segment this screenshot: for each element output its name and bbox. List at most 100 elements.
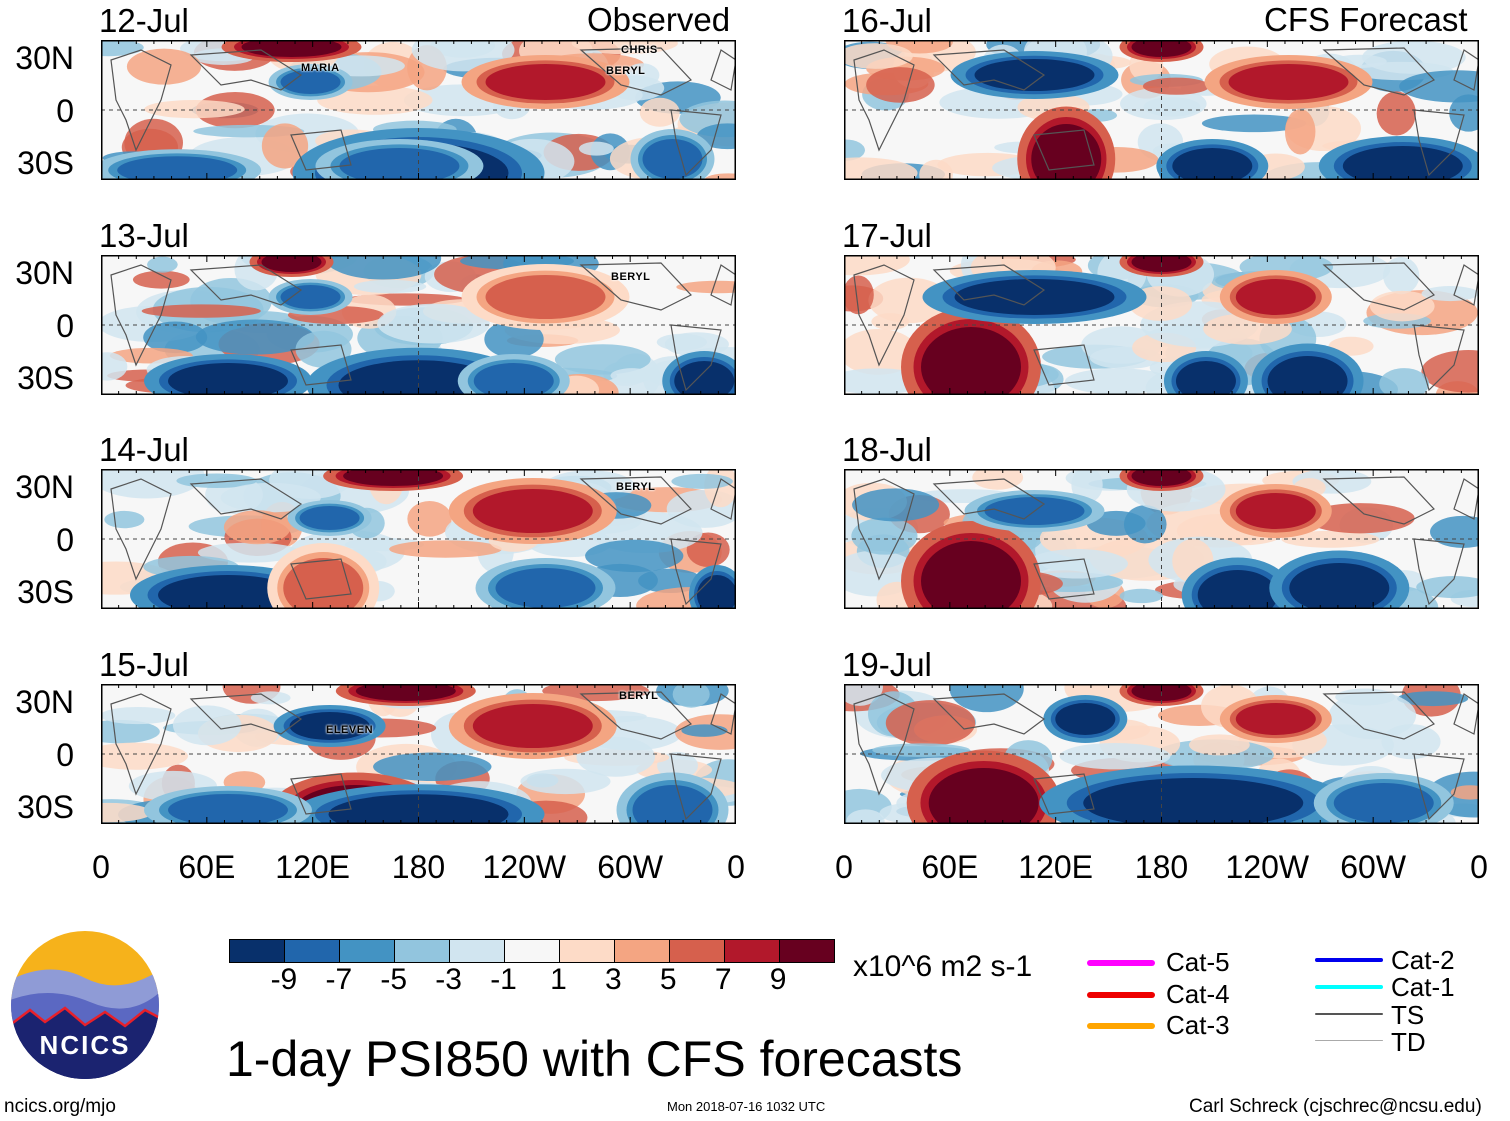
anomaly-contour [1421,350,1479,393]
lon-label: 60E [921,849,979,885]
lon-label: 60E [178,849,236,885]
coastline [110,262,736,392]
legend-line [1087,992,1155,998]
lon-label: 120E [275,849,351,885]
anomaly-contour [377,303,490,344]
lat-label: 30N [15,684,74,720]
coastline [853,691,1479,821]
anomaly-contour [625,63,660,88]
colorbar-swatch [340,940,395,962]
anomaly-contour [355,684,456,701]
map-panel [844,40,1479,180]
colorbar-swatch [505,940,560,962]
anomaly-contour [495,568,596,608]
storm-label: MARIA [301,62,340,74]
colorbar-swatch [560,940,615,962]
anomaly-contour [283,558,364,609]
anomaly-contour [295,330,352,368]
legend-label: Cat-5 [1166,947,1230,977]
anomaly-contour [168,363,288,395]
anomaly-contour [1142,77,1210,95]
legend-label: Cat-4 [1166,979,1230,1009]
anomaly-contour [1421,286,1479,302]
anomaly-contour [671,473,733,489]
panel-date: 17-Jul [842,217,932,254]
anomaly-contour [353,279,427,294]
anomaly-contour [299,506,360,530]
anomaly-contour [585,539,684,573]
observed-label: Observed [587,1,731,38]
anomaly-contour [844,329,918,375]
anomaly-contour [681,724,728,737]
lat-label: 30N [15,40,74,76]
footer-url[interactable]: ncics.org/mjo [4,1096,116,1117]
anomaly-contour [656,333,707,351]
lat-label: 0 [56,736,74,773]
figure-title: 1-day PSI850 with CFS forecasts [226,1031,963,1087]
legend-line [1315,958,1383,962]
anomaly-contour [143,321,208,354]
coastline [110,47,736,177]
colorbar-swatch [450,940,505,962]
colorbar-swatch [725,940,780,962]
anomaly-contour [1281,530,1380,548]
coastline [853,476,1479,606]
lon-label: 0 [835,849,853,885]
map-panel [101,469,736,609]
colorbar-units: x10^6 m2 s-1 [853,950,1033,983]
lat-label: 30S [17,789,74,825]
lon-label: 120E [1018,849,1094,885]
anomaly-contour [921,541,1021,609]
lat-label: 30S [17,574,74,610]
storm-label: BERYL [606,65,646,77]
anomaly-contour [1449,94,1479,132]
anomaly-contour [1333,783,1434,823]
anomaly-contour [1065,368,1172,395]
map-panel [844,684,1479,824]
anomaly-contour [921,327,1021,395]
colorbar-tick: 9 [769,963,787,996]
anomaly-contour [473,363,554,395]
anomaly-contour [223,510,291,545]
legend-label: Cat-3 [1166,1010,1230,1040]
anomaly-contour [610,368,654,384]
panel-date: 18-Jul [842,431,932,468]
anomaly-contour [485,275,606,319]
footer-timestamp: Mon 2018-07-16 1032 UTC [667,1099,826,1114]
anomaly-contour [974,59,1095,91]
anomaly-contour [846,809,885,824]
storm-label: BERYL [611,271,651,283]
legend-label: TS [1391,1000,1425,1030]
anomaly-contour [885,700,976,746]
anomaly-contour [325,255,442,280]
anomaly-contour [520,768,611,795]
anomaly-contour [168,794,288,824]
anomaly-contour [639,97,680,127]
anomaly-contour [852,488,940,522]
anomaly-contour [1172,148,1253,180]
storm-label: BERYL [616,481,656,493]
anomaly-contour [1305,503,1415,534]
anomaly-contour [928,768,1039,824]
anomaly-contour [328,794,509,824]
panel-date: 14-Jul [99,431,189,468]
anomaly-contour [176,473,257,488]
colorbar-swatch [230,940,285,962]
anomaly-contour [250,691,291,705]
storm-label: CHRIS [621,44,658,56]
anomaly-contour [280,70,341,94]
anomaly-contour [144,100,245,119]
lat-label: 0 [56,307,74,344]
lon-label: 0 [727,849,745,885]
anomaly-contour [1430,515,1479,548]
lon-label: 120W [482,849,567,885]
anomaly-contour [949,684,1024,713]
anomaly-contour [1188,734,1250,756]
anomaly-contour [172,705,242,746]
anomaly-contour [485,64,606,100]
legend-label: Cat-1 [1391,972,1455,1002]
colorbar-swatch [285,940,340,962]
colorbar-swatch [780,940,834,962]
legend-line [1087,960,1155,966]
lat-label: 0 [56,521,74,558]
